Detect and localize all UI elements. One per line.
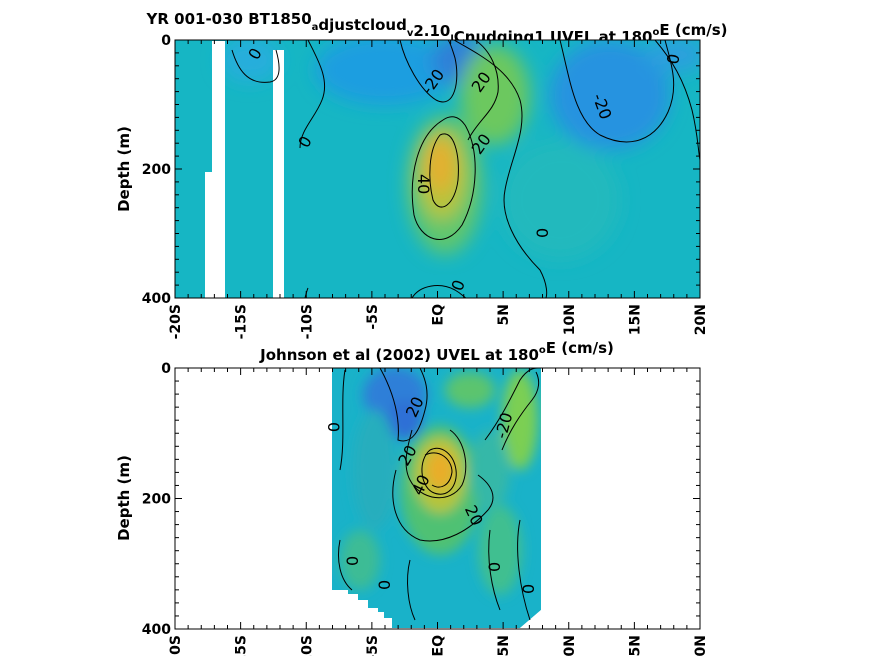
y-tick-label: 400 (142, 622, 171, 638)
x-tick-label: 15N (627, 635, 643, 656)
panel-top: YR 001-030 BT1850adjustcloudv2.10lCnudgi… (115, 10, 727, 339)
heatmap-bottom (175, 368, 700, 629)
contour-label: 0 (324, 422, 343, 432)
missing-band (205, 172, 213, 298)
y-tick-label: 0 (161, 33, 171, 49)
contour-label: 0 (519, 584, 538, 594)
x-tick-label: 10N (562, 304, 578, 335)
y-tick-label: 200 (142, 162, 171, 178)
contour-label: 40 (414, 174, 433, 194)
missing-band (273, 50, 284, 298)
x-tick-label: -10S (299, 635, 315, 656)
x-tick-label: 5N (496, 304, 512, 325)
missing-band (212, 41, 225, 298)
chart-title-bottom: Johnson et al (2002) UVEL at 180oE (cm/s… (259, 339, 614, 364)
x-tick-label: 5N (496, 635, 512, 656)
contour-label: 0 (343, 556, 362, 566)
contour-label: 0 (485, 562, 504, 572)
x-tick-label: -15S (234, 635, 250, 656)
x-tick-label: EQ (431, 304, 447, 326)
x-tick-label: -15S (234, 304, 250, 339)
contour-label: 0 (375, 580, 394, 590)
x-tick-label: -5S (365, 635, 381, 656)
x-tick-label: -5S (365, 304, 381, 330)
panel-bottom: Johnson et al (2002) UVEL at 180oE (cm/s… (115, 339, 709, 656)
x-tick-label: -20S (168, 635, 184, 656)
x-tick-label: 15N (627, 304, 643, 335)
contour-label: 0 (663, 52, 683, 65)
y-axis-label-bottom: Depth (m) (115, 455, 133, 541)
x-tick-label: -20S (168, 304, 184, 339)
heatmap-top (175, 40, 700, 298)
y-axis-label-top: Depth (m) (115, 126, 133, 212)
chart-title-top: YR 001-030 BT1850adjustcloudv2.10lCnudgi… (146, 10, 728, 46)
x-tick-label: 20N (693, 635, 709, 656)
contour-label: 0 (533, 228, 552, 238)
y-tick-label: 200 (142, 492, 171, 508)
x-tick-label: EQ (431, 635, 447, 656)
x-tick-label: 10N (562, 635, 578, 656)
x-tick-label: 20N (693, 304, 709, 335)
x-tick-label: -10S (299, 304, 315, 339)
ticks-bottom: -20S -15S -10S -5S EQ 5N 10N 15N 20N 0 200 400 (142, 361, 709, 656)
y-tick-label: 400 (142, 291, 171, 307)
y-tick-label: 0 (161, 361, 171, 377)
contours-top (231, 40, 700, 298)
